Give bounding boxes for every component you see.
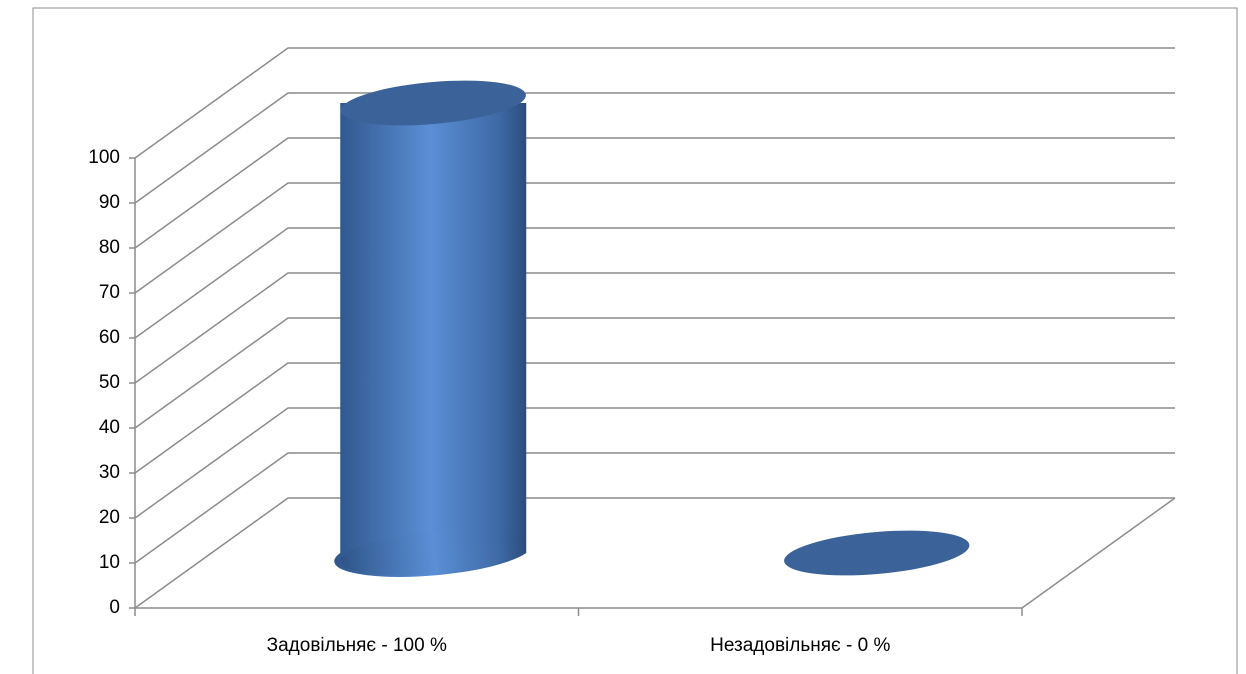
grid-line [134, 317, 1175, 429]
cylinder-top [784, 530, 970, 576]
floor [135, 497, 1176, 609]
y-tick-label: 70 [99, 282, 120, 303]
x-tick-label: Задовільняє - 100 % [267, 635, 447, 656]
chart-border [32, 7, 1238, 674]
grid-line [134, 227, 1175, 339]
y-tick-label: 60 [99, 327, 120, 348]
y-tick-label: 80 [99, 237, 120, 258]
grid-line [134, 497, 1175, 609]
y-tick-label: 30 [99, 462, 120, 483]
cylinder-bottom [340, 530, 526, 576]
grid-line [134, 137, 1175, 249]
grid-line [134, 362, 1175, 474]
y-tick-label: 10 [99, 552, 120, 573]
y-tick-label: 40 [99, 417, 120, 438]
cylinder-body [334, 103, 527, 577]
grid-line [134, 47, 1175, 159]
x-tick-label: Незадовільняє - 0 % [710, 635, 890, 656]
y-tick-label: 0 [109, 597, 120, 618]
grid-line [134, 452, 1175, 564]
grid-line [134, 407, 1175, 519]
y-tick-label: 100 [88, 147, 120, 168]
cylinder-top [340, 80, 526, 126]
grid-line [134, 182, 1175, 294]
y-tick-label: 50 [99, 372, 120, 393]
grid-line [134, 272, 1175, 384]
grid-line [134, 92, 1175, 204]
y-tick-label: 90 [99, 192, 120, 213]
y-tick-label: 20 [99, 507, 120, 528]
